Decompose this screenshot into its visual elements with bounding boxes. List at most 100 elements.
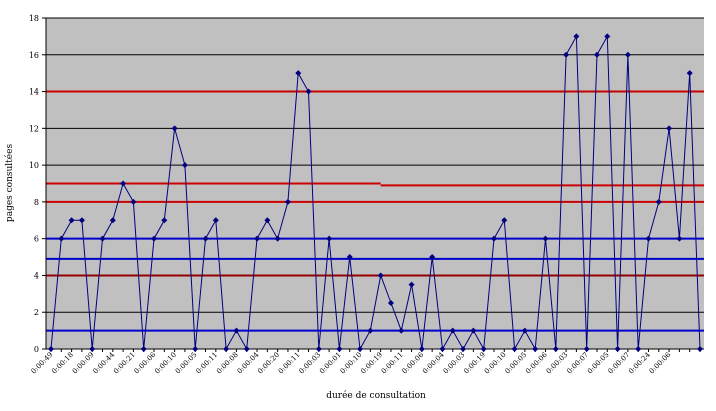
y-tick-label: 4 bbox=[34, 271, 39, 280]
y-tick-label: 12 bbox=[29, 124, 39, 133]
data-point bbox=[120, 180, 127, 187]
data-point bbox=[284, 198, 291, 205]
data-point bbox=[511, 346, 518, 352]
data-point bbox=[254, 235, 261, 242]
data-point bbox=[243, 346, 250, 352]
y-tick-label: 14 bbox=[29, 88, 39, 97]
data-point bbox=[501, 217, 508, 224]
x-tick-label: 0:00:10 bbox=[483, 351, 508, 376]
data-point bbox=[418, 346, 425, 352]
series-line bbox=[50, 34, 701, 351]
data-point bbox=[593, 51, 600, 58]
data-point bbox=[439, 346, 446, 352]
x-tick-label: 0:00:20 bbox=[256, 351, 281, 376]
data-point bbox=[398, 327, 405, 334]
data-point bbox=[181, 162, 188, 169]
data-point bbox=[161, 217, 168, 224]
data-point bbox=[563, 51, 570, 58]
x-tick-label: 0:00:05 bbox=[174, 351, 199, 376]
x-tick-label: 0:00:07 bbox=[565, 351, 590, 376]
y-tick-label: 16 bbox=[29, 51, 39, 60]
reference-lines bbox=[46, 90, 704, 332]
data-point bbox=[305, 88, 312, 95]
data-point bbox=[274, 235, 281, 242]
data-point bbox=[336, 346, 343, 352]
data-point bbox=[697, 346, 703, 352]
x-tick-label: 0:00:03 bbox=[442, 351, 467, 376]
y-tick-label: 2 bbox=[34, 308, 39, 317]
data-point bbox=[326, 235, 333, 242]
data-point bbox=[624, 51, 631, 58]
data-point bbox=[202, 235, 209, 242]
data-point bbox=[89, 346, 96, 352]
data-point bbox=[233, 327, 240, 334]
data-point bbox=[490, 235, 497, 242]
x-tick-label: 0:00:10 bbox=[153, 351, 178, 376]
x-tick-label: 0:00:18 bbox=[50, 351, 75, 376]
x-tick-label: 0:00:08 bbox=[215, 351, 240, 376]
y-axis-title: pages consultées bbox=[4, 144, 15, 223]
data-point bbox=[264, 217, 271, 224]
x-axis: 0:00:490:00:180:00:090:00:440:00:210:00:… bbox=[30, 348, 704, 376]
series-layer bbox=[48, 33, 703, 352]
data-point bbox=[58, 235, 65, 242]
data-point bbox=[357, 346, 364, 352]
data-point bbox=[346, 254, 353, 261]
x-tick-label: 0:00:05 bbox=[586, 351, 611, 376]
data-point bbox=[109, 217, 116, 224]
data-point bbox=[604, 33, 611, 40]
data-point bbox=[130, 198, 137, 205]
data-point bbox=[676, 235, 683, 242]
data-point bbox=[449, 327, 456, 334]
x-tick-label: 0:00:03 bbox=[545, 351, 570, 376]
x-tick-label: 0:00:19 bbox=[359, 351, 384, 376]
data-point bbox=[408, 281, 415, 288]
x-tick-label: 0:00:03 bbox=[298, 351, 323, 376]
data-point bbox=[532, 346, 539, 352]
data-point bbox=[387, 300, 394, 307]
data-point bbox=[470, 327, 477, 334]
x-axis-title: durée de consultation bbox=[326, 390, 426, 401]
data-point bbox=[521, 327, 528, 334]
x-tick-label: 0:00:11 bbox=[277, 351, 302, 376]
data-point bbox=[315, 346, 322, 352]
data-point bbox=[583, 346, 590, 352]
data-point bbox=[635, 346, 642, 352]
y-tick-label: 0 bbox=[34, 345, 39, 354]
data-point bbox=[140, 346, 147, 352]
data-point bbox=[655, 198, 662, 205]
y-axis: 0 2 4 6 8 10 12 14 16 18 bbox=[29, 14, 47, 354]
x-tick-label: 0:00:05 bbox=[504, 351, 529, 376]
x-tick-label: 0:00:01 bbox=[318, 351, 343, 376]
data-point bbox=[429, 254, 436, 261]
y-tick-label: 10 bbox=[29, 161, 39, 170]
x-tick-label: 0:00:11 bbox=[380, 351, 405, 376]
data-point bbox=[367, 327, 374, 334]
data-point bbox=[212, 217, 219, 224]
x-tick-label: 0:00:49 bbox=[30, 351, 55, 376]
data-point bbox=[480, 346, 487, 352]
data-point bbox=[223, 346, 230, 352]
y-tick-label: 6 bbox=[34, 235, 39, 244]
x-tick-label: 0:00:07 bbox=[607, 351, 632, 376]
data-point bbox=[666, 125, 673, 132]
x-tick-label: 0:00:10 bbox=[339, 351, 364, 376]
data-point bbox=[192, 346, 199, 352]
x-tick-label: 0:00:06 bbox=[648, 350, 673, 375]
data-point bbox=[171, 125, 178, 132]
x-tick-label: 0:00:19 bbox=[462, 351, 487, 376]
data-point bbox=[614, 346, 621, 352]
data-point bbox=[552, 346, 559, 352]
x-tick-label: 0:00:21 bbox=[112, 351, 137, 376]
data-point bbox=[686, 70, 693, 77]
data-point bbox=[48, 346, 54, 352]
data-point bbox=[460, 346, 467, 352]
data-point bbox=[542, 235, 549, 242]
data-point bbox=[78, 217, 85, 224]
data-point bbox=[573, 33, 580, 40]
data-point bbox=[377, 272, 384, 279]
y-tick-label: 8 bbox=[34, 198, 39, 207]
data-point bbox=[68, 217, 75, 224]
data-point bbox=[151, 235, 158, 242]
